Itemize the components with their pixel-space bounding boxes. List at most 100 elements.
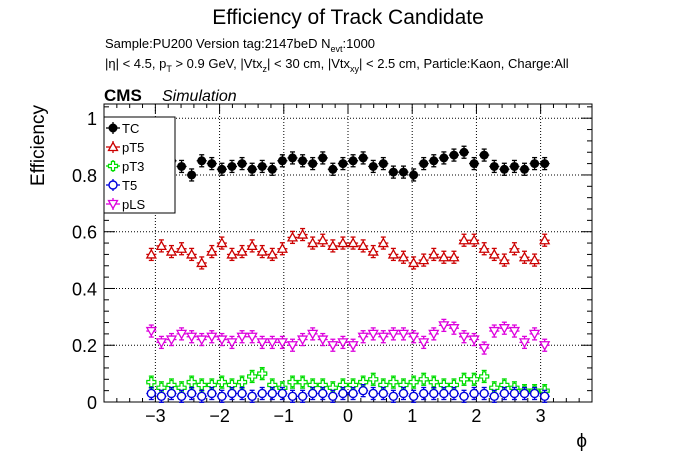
data-point-pT3 — [196, 379, 207, 391]
data-point-pT5 — [286, 231, 299, 242]
data-point-pT5 — [478, 242, 490, 253]
data-point-TC — [338, 159, 348, 169]
data-point-T5 — [297, 391, 308, 402]
y-tick-label: 0.8 — [72, 166, 97, 186]
data-point-T5 — [519, 388, 530, 399]
y-tick-labels: 0 0.2 0.4 0.6 0.8 1 — [72, 109, 97, 413]
data-point-T5 — [227, 388, 237, 399]
data-point-pT5 — [377, 237, 389, 248]
legend-item-TC: TC — [106, 121, 139, 136]
data-point-pT3 — [146, 377, 157, 388]
data-point-pLS — [196, 335, 208, 346]
x-tick-label: −2 — [209, 406, 230, 426]
data-point-TC — [520, 164, 530, 174]
data-point-pLS — [397, 329, 410, 340]
subtitle2-s1: T — [166, 64, 172, 74]
legend-marker-pT3 — [107, 160, 119, 172]
data-point-pT5 — [428, 248, 440, 259]
grid-lines — [104, 104, 592, 403]
data-point-pLS — [528, 329, 541, 340]
subtitle1-suffix: :1000 — [343, 36, 376, 51]
data-point-T5 — [439, 388, 449, 399]
data-point-T5 — [257, 388, 267, 399]
x-tick-label: 1 — [407, 406, 417, 426]
data-point-pLS — [387, 329, 400, 340]
data-point-pLS — [286, 341, 299, 352]
x-tick-label: 2 — [471, 406, 481, 426]
data-point-T5 — [499, 388, 510, 399]
data-point-pT5 — [276, 242, 288, 253]
data-point-pT5 — [327, 240, 339, 251]
data-point-T5 — [348, 388, 358, 399]
legend-marker-TC — [108, 123, 118, 133]
data-point-pT5 — [317, 234, 329, 245]
data-point-T5 — [338, 388, 348, 399]
data-point-pT3 — [287, 377, 298, 388]
data-point-T5 — [328, 391, 338, 402]
data-point-pLS — [317, 335, 329, 346]
data-point-TC — [368, 161, 378, 171]
legend-label: pT5 — [122, 140, 144, 155]
data-point-pT3 — [216, 377, 227, 388]
data-point-pLS — [428, 329, 440, 340]
data-point-TC — [499, 164, 509, 174]
data-point-pLS — [478, 343, 490, 354]
data-point-TC — [489, 161, 499, 171]
data-point-T5 — [307, 388, 318, 399]
data-point-pLS — [246, 332, 258, 343]
subtitle2-t4: | < 2.5 cm, Particle:Kaon, Charge:All — [359, 56, 569, 71]
data-point-pLS — [236, 332, 248, 343]
data-point-TC — [277, 156, 287, 166]
data-point-pT5 — [155, 240, 168, 251]
data-point-pLS — [155, 338, 168, 349]
data-point-pLS — [165, 335, 178, 346]
data-point-T5 — [529, 388, 540, 399]
data-point-pT5 — [518, 251, 531, 262]
data-point-pT3 — [257, 368, 268, 379]
chart-subtitle-line2: |η| < 4.5, pT > 0.9 GeV, |Vtxz| < 30 cm,… — [105, 56, 569, 74]
data-point-T5 — [186, 388, 197, 399]
data-point-pT5 — [216, 237, 228, 248]
x-tick-label: 0 — [343, 406, 353, 426]
data-point-pT5 — [186, 248, 198, 259]
data-point-TC — [308, 159, 318, 169]
data-point-pT5 — [357, 240, 369, 251]
data-point-T5 — [176, 391, 187, 402]
data-point-T5 — [489, 391, 499, 402]
data-point-TC — [267, 164, 277, 174]
data-point-pLS — [367, 329, 379, 340]
data-point-pT5 — [337, 237, 349, 248]
data-point-pT3 — [408, 377, 419, 388]
data-point-pT5 — [165, 245, 178, 256]
data-point-TC — [257, 161, 267, 171]
data-point-pT5 — [458, 234, 470, 245]
legend-marker-T5 — [108, 180, 118, 190]
data-point-pT5 — [296, 228, 309, 239]
axis-ticks — [104, 104, 592, 403]
data-point-TC — [187, 170, 197, 180]
data-point-TC — [247, 164, 257, 174]
data-point-pT5 — [206, 245, 218, 256]
data-point-pLS — [226, 338, 238, 349]
data-point-pLS — [539, 341, 551, 352]
data-point-pT5 — [236, 245, 248, 256]
data-point-pT5 — [266, 248, 278, 259]
data-point-pT5 — [145, 248, 157, 259]
data-point-T5 — [156, 391, 167, 402]
data-point-pT3 — [247, 371, 258, 382]
data-point-pT3 — [469, 374, 480, 385]
data-point-pLS — [438, 321, 450, 332]
data-point-T5 — [197, 391, 207, 402]
data-point-T5 — [479, 388, 489, 399]
data-point-T5 — [237, 388, 247, 399]
data-point-pT5 — [387, 248, 400, 259]
data-point-pT5 — [468, 234, 480, 245]
legend-item-pT5: pT5 — [106, 140, 144, 155]
data-point-TC — [197, 156, 207, 166]
data-point-TC — [207, 159, 217, 169]
data-point-pT5 — [528, 254, 541, 265]
x-tick-label: −3 — [145, 406, 166, 426]
data-point-T5 — [368, 388, 378, 399]
subtitle2-t1: |η| < 4.5, p — [105, 56, 166, 71]
data-point-TC — [409, 170, 419, 180]
